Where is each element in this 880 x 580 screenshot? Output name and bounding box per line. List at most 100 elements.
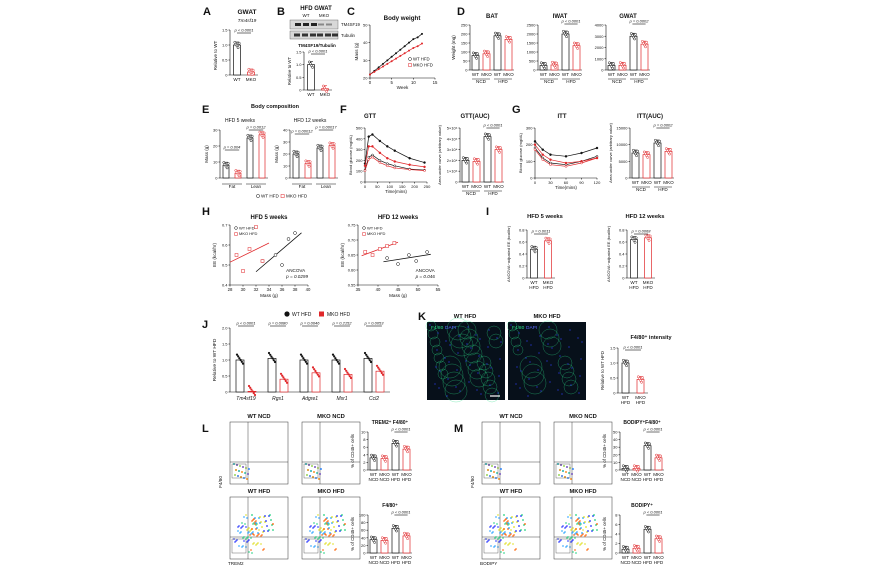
- x-tick-label: 10: [411, 80, 416, 85]
- event-dot: [241, 546, 243, 548]
- data-point: [534, 246, 538, 249]
- event-dot: [237, 526, 239, 528]
- cell-membrane: [478, 363, 494, 379]
- data-point: [648, 526, 652, 529]
- data-point: [273, 253, 278, 257]
- x-tick-label: 28: [228, 287, 233, 292]
- stat-label: ANCOVA: [286, 268, 306, 273]
- data-point: [343, 367, 347, 371]
- x-tick-label: MKO: [639, 72, 650, 77]
- event-dot: [510, 529, 512, 531]
- nucleus: [526, 340, 528, 342]
- panel-title: GWAT: [237, 9, 256, 16]
- event-dot: [248, 551, 250, 553]
- event-dot: [256, 527, 258, 529]
- nucleus: [438, 387, 440, 389]
- data-point: [390, 55, 393, 58]
- event-dot: [524, 523, 526, 525]
- group-label: NCD: [612, 79, 623, 84]
- y-tick-label: 0.6: [619, 240, 625, 245]
- nucleus: [458, 335, 460, 337]
- data-point: [641, 376, 645, 380]
- event-dot: [328, 527, 330, 529]
- cell-membrane: [521, 363, 545, 387]
- data-point: [412, 46, 415, 49]
- cell-membrane: [561, 371, 577, 387]
- x-tick-label: MKO: [481, 72, 492, 77]
- nucleus: [466, 343, 468, 345]
- legend-marker: [234, 232, 238, 236]
- nucleus: [567, 363, 569, 365]
- panel-letter: H: [202, 206, 210, 218]
- x-tick-label: MKO: [653, 472, 664, 477]
- nucleus: [537, 369, 539, 371]
- y-axis-label: % of CD45+ cells: [350, 516, 355, 551]
- x-tick-label: 36: [280, 287, 285, 292]
- group-label: HFD: [658, 187, 668, 192]
- data-point: [286, 237, 291, 241]
- bar: [258, 134, 266, 179]
- data-point: [633, 37, 636, 41]
- data-point: [647, 151, 651, 155]
- event-dot: [495, 516, 497, 518]
- y-tick-label: 0.4: [619, 252, 625, 257]
- p-value: p < 0.0001: [307, 49, 327, 54]
- y-tick-label: 0: [533, 68, 536, 73]
- event-dot: [515, 530, 517, 532]
- event-dot: [252, 523, 254, 525]
- group-label: Fat: [299, 184, 306, 189]
- event-dot: [489, 475, 491, 477]
- event-dot: [580, 535, 582, 537]
- event-dot: [570, 517, 572, 519]
- cell-membrane: [429, 336, 441, 348]
- event-dot: [329, 532, 331, 534]
- event-dot: [257, 532, 259, 534]
- cell-membrane: [557, 355, 573, 371]
- p-value: p < 0.0001: [390, 427, 410, 432]
- data-point: [285, 381, 289, 384]
- y-tick-label: 200: [461, 32, 468, 37]
- stat-label: p = 0.046: [415, 274, 436, 279]
- x-tick-label: 38: [293, 287, 298, 292]
- nucleus: [497, 392, 499, 394]
- data-point: [279, 372, 283, 375]
- data-point: [623, 62, 627, 65]
- event-dot: [571, 532, 573, 534]
- cell-membrane: [457, 320, 477, 340]
- data-point: [366, 355, 369, 358]
- data-point: [378, 161, 382, 164]
- x-tick-label: 0: [364, 184, 367, 189]
- event-dot: [509, 532, 511, 534]
- data-point: [466, 157, 470, 160]
- x-tick-label: MKO: [653, 555, 664, 560]
- y-tick-label: 10: [283, 164, 288, 169]
- y-tick-label: 2: [615, 541, 618, 546]
- event-dot: [562, 470, 564, 472]
- data-point: [301, 355, 304, 358]
- data-point: [595, 146, 599, 150]
- blot-band: [303, 23, 309, 26]
- y-tick-label: 300: [526, 126, 533, 131]
- y-axis-label: Mass (g): [204, 145, 209, 163]
- y-axis-label: EE (kcal/hr): [212, 243, 217, 267]
- band-label: TM4SF19: [341, 22, 360, 27]
- cell-membrane: [486, 325, 502, 341]
- nucleus: [559, 355, 561, 357]
- event-dot: [251, 552, 253, 554]
- data-point: [273, 360, 277, 364]
- nucleus: [467, 326, 469, 328]
- x-tick-label: WT: [462, 184, 469, 189]
- legend-label: WT HFD: [413, 57, 430, 62]
- data-point: [393, 149, 397, 152]
- event-dot: [569, 526, 571, 528]
- y-tick-label: 1.5: [296, 50, 302, 55]
- nucleus: [561, 393, 563, 395]
- data-point: [316, 373, 319, 376]
- y-tick-label: 0.75: [348, 223, 357, 228]
- data-point: [382, 62, 384, 65]
- data-point: [311, 66, 314, 69]
- bar: [235, 359, 245, 393]
- data-point: [314, 369, 317, 373]
- event-dot: [260, 521, 262, 523]
- p-value: p = 0.00017: [314, 125, 337, 130]
